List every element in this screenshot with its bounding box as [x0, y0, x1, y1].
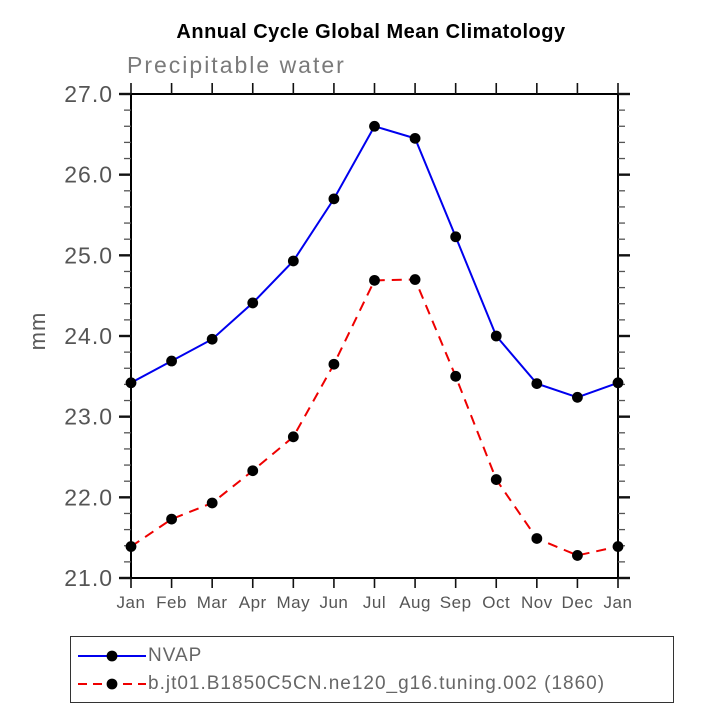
- x-tick-label: Apr: [239, 593, 267, 612]
- solid-line-swatch-icon: [78, 650, 146, 661]
- legend-marker-icon: [106, 650, 118, 661]
- x-tick-label: May: [277, 593, 311, 612]
- legend-label: NVAP: [148, 644, 203, 666]
- data-point-0: [328, 193, 340, 205]
- y-tick-label: 26.0: [64, 162, 113, 188]
- data-point-1: [328, 358, 340, 370]
- data-point-1: [206, 497, 218, 509]
- data-point-1: [287, 431, 299, 443]
- data-point-1: [247, 465, 259, 477]
- x-tick-label: Mar: [197, 593, 228, 612]
- data-point-0: [490, 330, 502, 342]
- x-tick-label: Jun: [319, 593, 348, 612]
- x-tick-label: Dec: [562, 593, 594, 612]
- data-point-0: [450, 231, 462, 243]
- x-tick-label: Jan: [117, 593, 146, 612]
- series-line-0: [130, 125, 619, 399]
- y-tick-label: 25.0: [64, 242, 113, 268]
- data-point-0: [612, 377, 624, 389]
- data-point-1: [409, 274, 421, 285]
- x-tick-label: Jan: [604, 593, 633, 612]
- y-tick-label: 24.0: [64, 323, 113, 349]
- data-point-0: [409, 132, 421, 144]
- chart-title: Annual Cycle Global Mean Climatology: [176, 21, 566, 43]
- data-point-0: [166, 355, 177, 367]
- y-tick-label: 23.0: [64, 404, 113, 430]
- data-point-1: [369, 274, 380, 286]
- data-point-0: [369, 120, 380, 132]
- legend: NVAP b.jt01.B1850C5CN.ne120_g16.tuning.00…: [70, 636, 674, 703]
- legend-row-1: b.jt01.B1850C5CN.ne120_g16.tuning.002 (1…: [76, 670, 673, 698]
- y-tick-label: 22.0: [64, 484, 113, 510]
- x-tick-label: Nov: [521, 593, 553, 612]
- data-point-1: [450, 370, 462, 382]
- data-point-0: [247, 297, 259, 309]
- data-point-0: [531, 378, 543, 389]
- axis-frame: [130, 93, 619, 579]
- dashed-line-swatch-icon: [78, 678, 146, 689]
- data-point-1: [612, 541, 624, 552]
- legend-marker-icon: [106, 678, 118, 689]
- chart-subtitle: Precipitable water: [127, 52, 346, 78]
- y-tick-label: 21.0: [64, 565, 113, 591]
- data-point-0: [572, 391, 583, 403]
- legend-label: b.jt01.B1850C5CN.ne120_g16.tuning.002 (1…: [148, 672, 606, 694]
- data-point-0: [206, 333, 218, 345]
- x-tick-label: Aug: [399, 593, 431, 612]
- x-tick-label: Oct: [482, 593, 510, 612]
- data-point-1: [572, 550, 583, 561]
- y-tick-label: 27.0: [64, 81, 113, 107]
- x-tick-label: Sep: [440, 593, 472, 612]
- data-point-1: [490, 474, 502, 485]
- data-point-1: [166, 513, 177, 525]
- series-line-1: [130, 278, 619, 557]
- x-tick-label: Feb: [156, 593, 187, 612]
- data-point-0: [125, 377, 137, 389]
- x-tick-label: Jul: [363, 593, 386, 612]
- legend-row-0: NVAP: [76, 642, 673, 670]
- data-point-0: [287, 255, 299, 267]
- data-point-1: [125, 541, 137, 552]
- data-point-1: [531, 533, 543, 544]
